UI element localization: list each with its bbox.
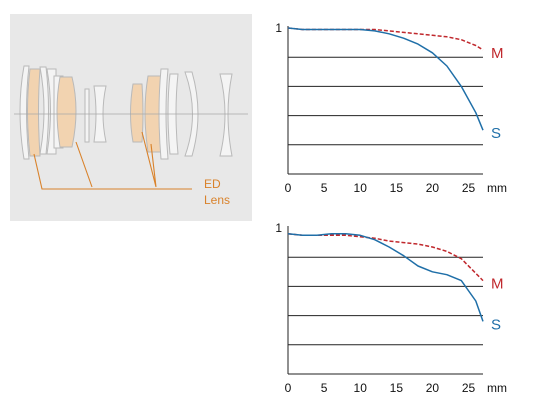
x-tick-label: 25 <box>462 181 476 195</box>
ed-lens-element <box>27 68 41 157</box>
x-tick-label: 0 <box>285 181 292 195</box>
lens-element <box>39 66 49 155</box>
x-tick-label: 10 <box>354 381 368 395</box>
ed-lens-element <box>56 76 77 148</box>
lens-element <box>219 73 233 157</box>
lens-diagram-panel: ED Lens <box>10 14 252 221</box>
ed-label-line2: Lens <box>204 193 231 207</box>
x-unit-label: mm <box>487 181 507 195</box>
mtf-chart-top: 1 0 5 10 15 20 25 mm M S <box>270 18 530 204</box>
x-unit-label: mm <box>487 381 507 395</box>
ed-label-line1: ED <box>204 177 221 191</box>
series-label-m: M <box>491 45 504 62</box>
series-line-m <box>287 27 484 51</box>
x-tick-label: 5 <box>321 381 328 395</box>
x-tick-label: 20 <box>426 381 440 395</box>
x-tick-label: 15 <box>390 181 404 195</box>
x-tick-label: 25 <box>462 381 476 395</box>
series-line-s <box>287 27 484 131</box>
ed-leader-lines <box>33 131 192 190</box>
series-label-m: M <box>491 276 504 293</box>
series-line-s <box>287 233 484 322</box>
lens-element <box>184 71 199 157</box>
x-tick-label: 10 <box>354 181 368 195</box>
ed-lens-element <box>130 83 144 143</box>
y-tick-label: 1 <box>275 221 282 235</box>
x-tick-label: 15 <box>390 381 404 395</box>
lens-element <box>19 65 30 160</box>
series-label-s: S <box>491 316 501 333</box>
x-tick-label: 0 <box>285 381 292 395</box>
series-label-s: S <box>491 125 501 142</box>
x-tick-label: 20 <box>426 181 440 195</box>
y-tick-label: 1 <box>275 21 282 35</box>
lens-element <box>84 88 90 143</box>
lens-diagram <box>14 65 248 190</box>
mtf-chart-bottom: 1 0 5 10 15 20 25 mm M S <box>270 218 530 404</box>
x-tick-label: 5 <box>321 181 328 195</box>
